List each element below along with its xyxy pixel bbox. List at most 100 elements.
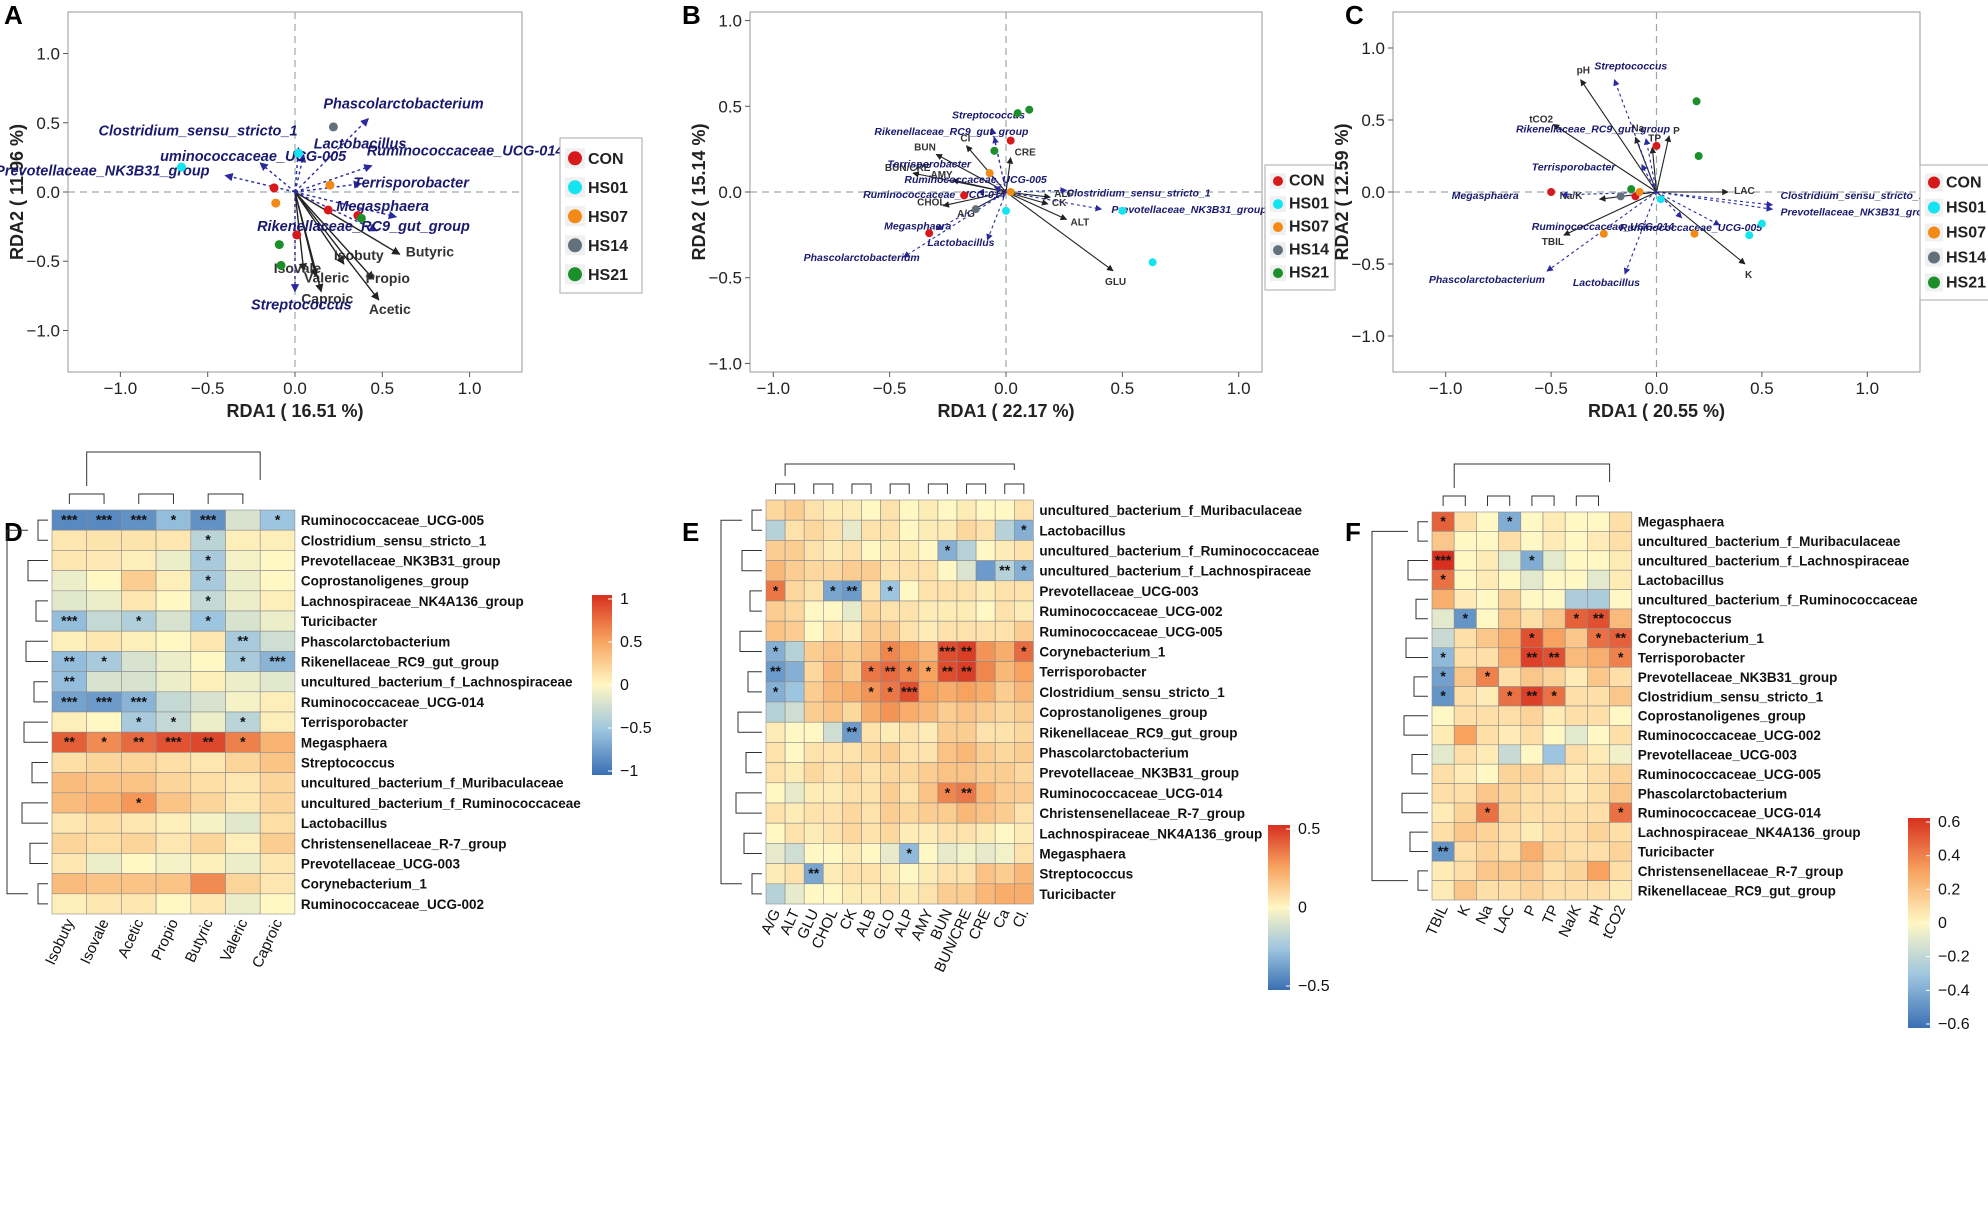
heatmap-cell xyxy=(842,843,862,864)
taxa-label-ruminococcaceae-ucg-014: Ruminococcaceae_UCG-014 xyxy=(863,189,1006,201)
heatmap-cell xyxy=(1587,725,1610,746)
heatmap-cell xyxy=(190,792,226,814)
sample-point-hs21 xyxy=(356,213,366,223)
significance-mark: * xyxy=(240,714,246,730)
heatmap-cell xyxy=(1013,863,1034,885)
env-label-caproic: Caproic xyxy=(301,291,353,307)
taxa-arrow-prevotellaceae-nk3b31-group xyxy=(1656,191,1774,212)
heatmap-cell xyxy=(51,630,88,652)
row-label-ruminococcaceae-ucg-002: Ruminococcaceae_UCG-002 xyxy=(1638,728,1821,743)
dendrogram-branch xyxy=(6,529,28,895)
panel-label-b: B xyxy=(682,0,701,30)
sample-point-hs21 xyxy=(1692,97,1701,106)
taxa-label-rikenellaceae-rc9-gut-group: Rikenellaceae_RC9_gut_group xyxy=(874,126,1029,138)
legend-label-con: CON xyxy=(1289,173,1325,190)
heatmap-cell xyxy=(1520,880,1544,901)
heatmap-cell xyxy=(1013,701,1034,723)
dendrogram-branch xyxy=(31,762,48,784)
significance-mark: ** xyxy=(1593,610,1604,626)
heatmap-cell xyxy=(1498,783,1522,804)
taxa-label-lactobacillus: Lactobacillus xyxy=(314,137,407,153)
heatmap-cell xyxy=(937,863,958,885)
heatmap-cell xyxy=(1587,822,1610,843)
dendrogram-branch xyxy=(1371,530,1408,882)
significance-mark: * xyxy=(1440,571,1446,587)
heatmap-cell xyxy=(842,519,862,541)
heatmap-cell xyxy=(1564,647,1588,668)
significance-mark: *** xyxy=(939,643,956,659)
heatmap-cell xyxy=(1453,628,1477,649)
heatmap-cell xyxy=(937,701,958,723)
taxa-label-streptococcus: Streptococcus xyxy=(251,298,352,314)
significance-mark: * xyxy=(1507,688,1513,704)
colorbar-tick-label: −0.4 xyxy=(1938,982,1970,999)
env-label-ci: CI xyxy=(960,134,970,145)
heatmap-cell xyxy=(899,863,920,885)
row-label-uncultured-bacterium-f-ruminococcaceae: uncultured_bacterium_f_Ruminococcaceae xyxy=(1039,544,1319,559)
significance-mark: * xyxy=(205,552,211,568)
row-label-terrisporobacter: Terrisporobacter xyxy=(1638,651,1746,666)
heatmap-cell xyxy=(956,519,977,541)
heatmap-cell xyxy=(225,590,261,612)
significance-mark: *** xyxy=(96,693,113,709)
significance-mark: ** xyxy=(64,673,75,689)
taxa-arrow-clostridium-sensu-stricto-1 xyxy=(1656,191,1774,208)
colorbar-tick-label: 0 xyxy=(1298,900,1307,917)
rda-panel-a: −1.0 −0.5 0.0 0.5 1.0 −1.0 −0.5 0.0 0.5 1.0 RDA1 (… xyxy=(0,11,643,421)
heatmap-cell xyxy=(155,772,192,794)
heatmap-cell xyxy=(994,822,1015,844)
heatmap-cell xyxy=(1013,540,1034,561)
heatmap-cell xyxy=(956,883,977,905)
heatmap-cell xyxy=(1609,511,1633,532)
heatmap-cell xyxy=(956,600,977,622)
heatmap-cell xyxy=(784,742,805,763)
dendrogram-branch xyxy=(889,483,910,494)
heatmap-cell xyxy=(765,843,786,864)
heatmap-cell xyxy=(765,822,786,844)
heatmap-cell xyxy=(1520,822,1544,843)
column-label-butyric: Butyric xyxy=(182,916,217,965)
heatmap-cell xyxy=(956,620,977,642)
heatmap-cell xyxy=(1587,550,1610,571)
heatmap-cell xyxy=(1476,531,1499,552)
env-arrow-ph xyxy=(1580,79,1657,193)
row-label-terrisporobacter: Terrisporobacter xyxy=(301,715,409,730)
row-label-christensenellaceae-r-7-group: Christensenellaceae_R-7_group xyxy=(1039,806,1245,821)
heatmap-cell xyxy=(86,853,122,874)
heatmap-cell xyxy=(51,529,88,551)
heatmap-cell xyxy=(1609,589,1633,610)
x-tick-label: 1.0 xyxy=(458,379,482,398)
heatmap-cell xyxy=(861,519,881,541)
heatmap-cell xyxy=(190,873,226,895)
x-tick-label: −1.0 xyxy=(756,379,790,398)
heatmap-cell xyxy=(880,802,900,824)
significance-mark: * xyxy=(171,714,177,730)
row-label-prevotellaceae-ucg-003: Prevotellaceae_UCG-003 xyxy=(1039,584,1199,599)
env-arrow-k xyxy=(1656,191,1746,265)
heatmap-cell xyxy=(899,742,920,763)
column-label-na: Na xyxy=(1473,902,1497,927)
sample-point-hs21 xyxy=(990,146,999,155)
heatmap-cell xyxy=(994,701,1015,723)
heatmap-cell xyxy=(1587,589,1610,610)
heatmap-cell xyxy=(86,630,122,652)
dendrogram-branch xyxy=(86,451,261,486)
heatmap-cell xyxy=(121,893,157,915)
heatmap-cell xyxy=(190,893,226,915)
column-label-tp: TP xyxy=(1539,903,1563,928)
taxa-arrow-prevotellaceae-nk3b31-group xyxy=(1005,191,1103,212)
colorbar-tick-label: 0.6 xyxy=(1938,814,1960,831)
heatmap-cell xyxy=(1431,725,1455,746)
significance-mark: ** xyxy=(999,562,1010,578)
env-arrow-butyric xyxy=(294,191,401,255)
heatmap-cell xyxy=(1587,511,1610,532)
heatmap-cell xyxy=(1542,666,1566,687)
column-label-p: P xyxy=(1521,903,1541,919)
env-label-butyric: Butyric xyxy=(406,243,454,259)
heatmap-cell xyxy=(86,671,122,693)
heatmap-cell xyxy=(86,812,122,834)
heatmap-cell xyxy=(1564,686,1588,707)
row-label-phascolarctobacterium: Phascolarctobacterium xyxy=(1039,746,1188,761)
heatmap-cell xyxy=(259,792,296,814)
row-label-turicibacter: Turicibacter xyxy=(1638,845,1715,860)
